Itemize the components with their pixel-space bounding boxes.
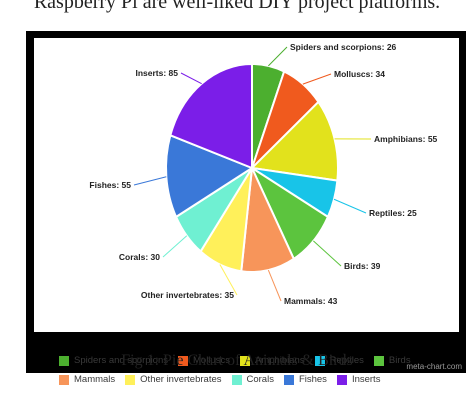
leader-line [267, 269, 282, 302]
legend-label: Other invertebrates [140, 374, 222, 385]
slice-label: Reptiles: 25 [369, 208, 417, 218]
legend-row: Mammals Other invertebrates Corals Fishes In… [59, 372, 421, 387]
legend-swatch [231, 374, 242, 385]
legend-item: Corals [231, 374, 274, 385]
slice-label: Birds: 39 [344, 261, 381, 271]
credit-text: meta-chart.com [406, 362, 462, 371]
pie-slice-inserts [169, 62, 253, 170]
legend-item: Molluscs [178, 355, 230, 366]
slice-label: Molluscs: 34 [334, 69, 385, 79]
legend-label: Corals [246, 374, 274, 385]
legend-item: Fishes [283, 374, 327, 385]
plot-area: Spiders and scorpions: 26 Molluscs: 34 Amp… [34, 38, 459, 332]
legend-swatch [239, 355, 250, 366]
legend: Spiders and scorpions Molluscs Amphibians R… [59, 353, 421, 391]
legend-label: Reptiles [329, 355, 364, 366]
pie-chart: Spiders and scorpions: 26 Molluscs: 34 Amp… [89, 42, 438, 306]
legend-item: Reptiles [314, 355, 364, 366]
legend-label: Mammals [74, 374, 116, 385]
leader-line [313, 240, 342, 267]
legend-item: Inserts [336, 374, 381, 385]
pie-slice-amphibians [249, 100, 339, 182]
slice-label: Fishes: 55 [89, 180, 131, 190]
figure-caption: Fig 1: Pie Chart of Animals & Birds [121, 352, 353, 369]
pie-slice-fishes [165, 133, 255, 219]
slice-label: Inserts: 85 [135, 68, 178, 78]
legend-swatch [59, 374, 69, 385]
slice-label: Corals: 30 [119, 252, 160, 262]
slice-label: Mammals: 43 [284, 296, 338, 306]
leader-line [267, 46, 288, 67]
legend-label: Spiders and scorpions [74, 355, 168, 366]
legend-swatch [373, 355, 384, 366]
slice-label: Spiders and scorpions: 26 [290, 42, 397, 52]
legend-swatch [125, 374, 136, 385]
legend-label: Birds [388, 355, 411, 366]
header-text: Raspberry Pi are well-liked DIY project … [33, 0, 441, 13]
slice-label: Amphibians: 55 [374, 134, 438, 144]
leader-line [180, 72, 202, 85]
leader-line [219, 264, 238, 296]
leader-line [333, 198, 367, 214]
legend-label: Inserts [351, 374, 381, 385]
legend-item: Spiders and scorpions [59, 355, 168, 366]
slice-label: Other invertebrates: 35 [141, 290, 234, 300]
legend-swatch [314, 355, 325, 366]
leader-line [162, 235, 188, 258]
leader-line [133, 176, 167, 186]
legend-swatch [283, 374, 294, 385]
leader-line [302, 73, 332, 85]
legend-row: Spiders and scorpions Molluscs Amphibians R… [59, 353, 421, 368]
legend-item: Other invertebrates [125, 374, 222, 385]
chart-frame: Spiders and scorpions: 26 Molluscs: 34 Amp… [26, 31, 466, 385]
legend-item: Birds [373, 355, 411, 366]
legend-item: Mammals [59, 374, 115, 385]
legend-swatch [59, 355, 69, 366]
legend-label: Fishes [298, 374, 327, 385]
legend-swatch [336, 374, 347, 385]
legend-label: Molluscs [193, 355, 230, 366]
legend-swatch [178, 355, 188, 366]
legend-label: Amphibians [254, 355, 305, 366]
legend-item: Amphibians [239, 355, 305, 366]
